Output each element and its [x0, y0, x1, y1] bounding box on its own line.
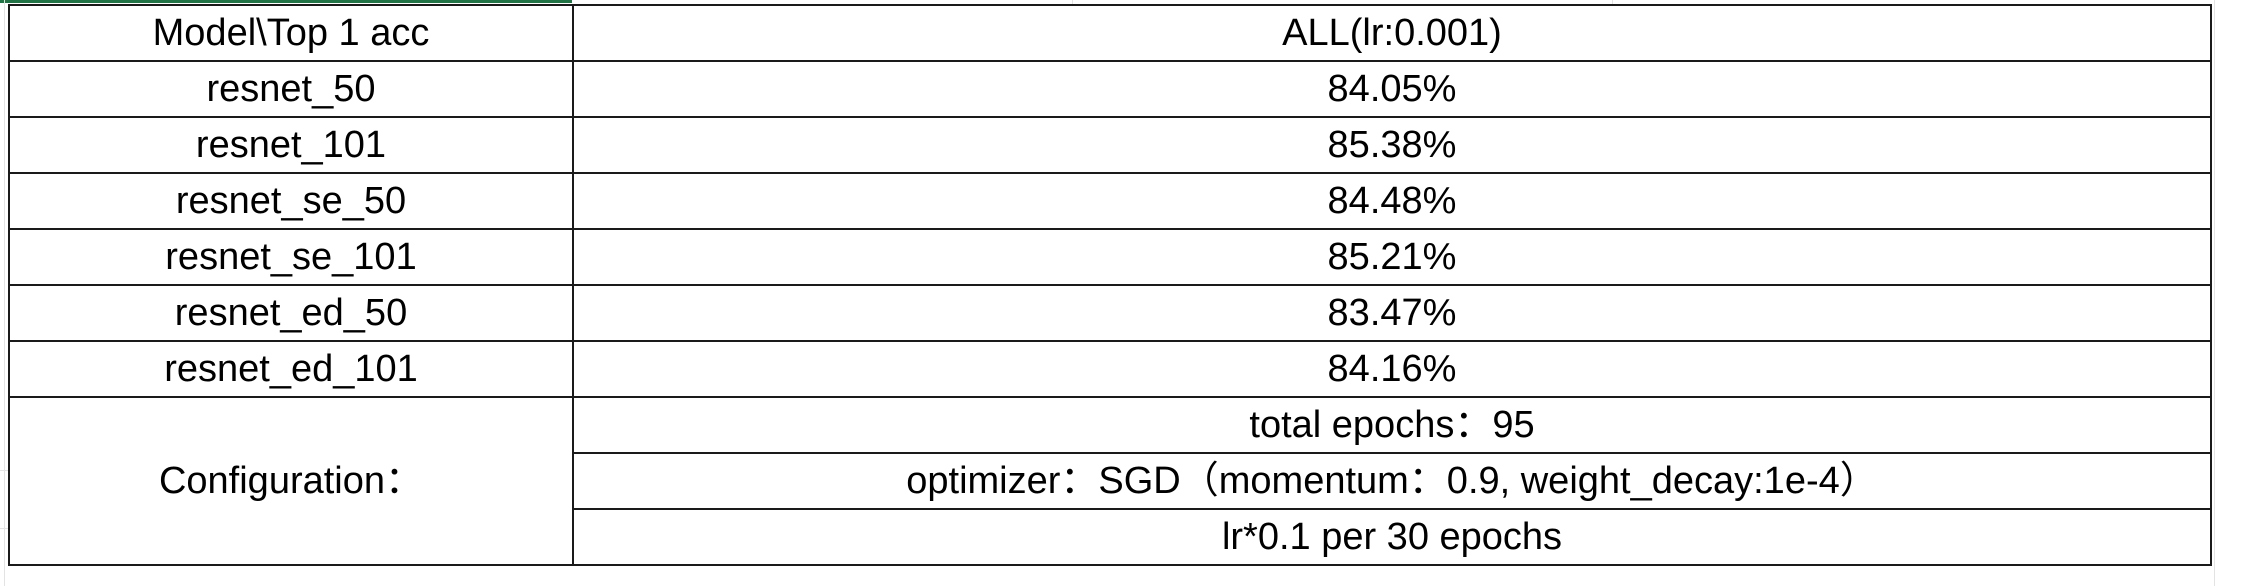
model-name-cell[interactable]: resnet_se_101 [8, 228, 574, 286]
model-name-cell[interactable]: resnet_101 [8, 116, 574, 174]
config-row: optimizer：SGD（momentum：0.9, weight_decay… [9, 452, 2212, 510]
table-header-row: Model\Top 1 acc ALL(lr:0.001) [8, 4, 2212, 62]
accuracy-cell[interactable]: 84.48% [572, 172, 2212, 230]
accuracy-cell[interactable]: 83.47% [572, 284, 2212, 342]
model-name-cell[interactable]: resnet_ed_50 [8, 284, 574, 342]
accuracy-cell[interactable]: 85.21% [572, 228, 2212, 286]
sheet-gridline [2214, 0, 2215, 586]
sheet-gridline [0, 528, 8, 529]
accuracy-cell[interactable]: 85.38% [572, 116, 2212, 174]
table-row: resnet_se_50 84.48% [8, 172, 2212, 230]
model-name-cell[interactable]: resnet_se_50 [8, 172, 574, 230]
model-name-cell[interactable]: resnet_ed_101 [8, 340, 574, 398]
accuracy-cell[interactable]: 84.16% [572, 340, 2212, 398]
sheet-gridline [1612, 0, 1613, 4]
config-optimizer-cell[interactable]: optimizer：SGD（momentum：0.9, weight_decay… [572, 452, 2212, 510]
table-row: resnet_ed_50 83.47% [8, 284, 2212, 342]
accuracy-cell[interactable]: 84.05% [572, 60, 2212, 118]
table-row: resnet_se_101 85.21% [8, 228, 2212, 286]
config-row: lr*0.1 per 30 epochs [9, 508, 2212, 566]
sheet-gridline [1072, 0, 1073, 4]
results-table: Model\Top 1 acc ALL(lr:0.001) resnet_50 … [8, 4, 2212, 566]
config-epochs-cell[interactable]: total epochs：95 [572, 396, 2212, 454]
sheet-gridline [4, 0, 5, 586]
model-name-cell[interactable]: resnet_50 [8, 60, 574, 118]
header-cell-model[interactable]: Model\Top 1 acc [8, 4, 574, 62]
header-cell-value[interactable]: ALL(lr:0.001) [572, 4, 2212, 62]
cell-selection-indicator [0, 0, 572, 3]
table-row: resnet_101 85.38% [8, 116, 2212, 174]
config-row: Configuration： total epochs：95 [8, 396, 2212, 566]
configuration-label-cell[interactable]: Configuration： [8, 396, 574, 566]
table-row: resnet_50 84.05% [8, 60, 2212, 118]
table-row: resnet_ed_101 84.16% [8, 340, 2212, 398]
sheet-gridline [0, 470, 8, 471]
config-lr-schedule-cell[interactable]: lr*0.1 per 30 epochs [572, 508, 2212, 566]
